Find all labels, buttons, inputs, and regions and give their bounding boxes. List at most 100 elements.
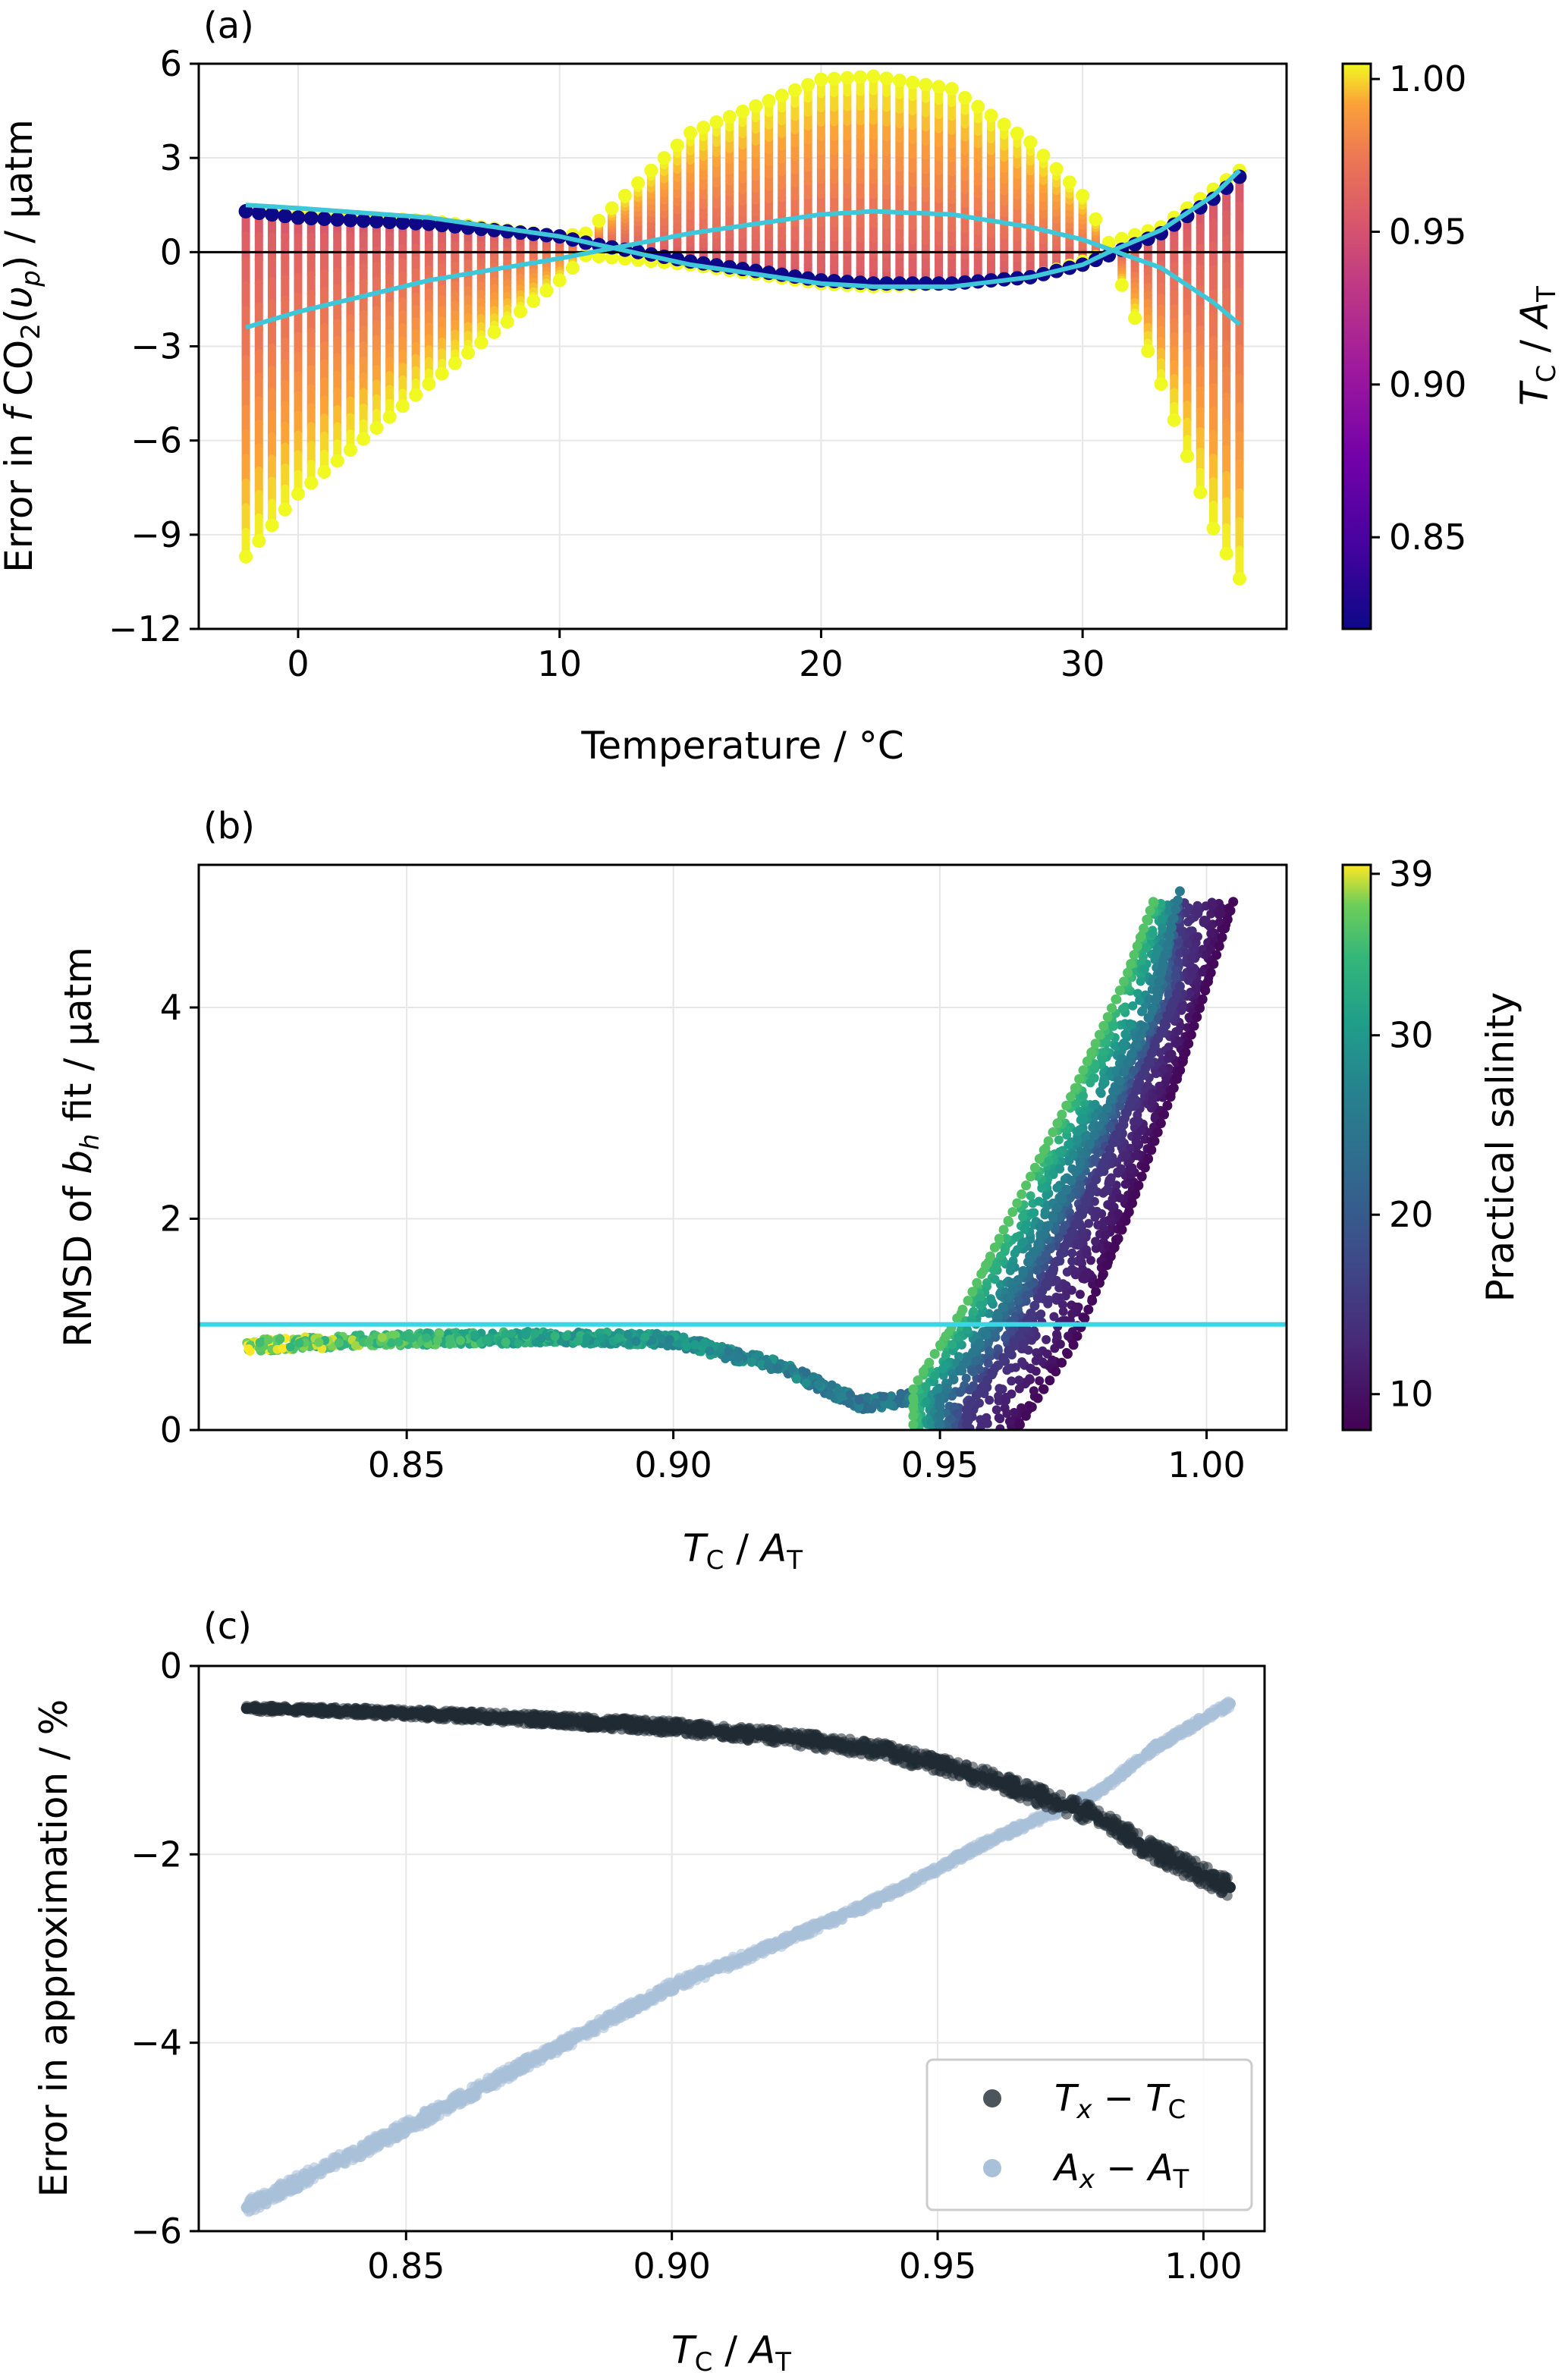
panel-b-point xyxy=(421,1333,431,1343)
panel-b-point xyxy=(1098,1047,1108,1057)
panel-b-point xyxy=(1001,1234,1011,1243)
panel-b-point xyxy=(614,1333,624,1343)
panel-b-point xyxy=(350,1341,360,1350)
panel-b-point xyxy=(1055,1164,1065,1174)
panel-b-point xyxy=(746,1357,756,1367)
panel-a-strip-end-point xyxy=(1206,521,1221,536)
panel-b-point xyxy=(278,1344,288,1353)
panel-b-point xyxy=(897,1391,907,1400)
panel-b-point xyxy=(1177,1001,1187,1011)
panel-b-branch-point xyxy=(1012,1198,1023,1209)
panel-b-point xyxy=(582,1333,592,1342)
panel-b-point xyxy=(1078,1230,1087,1240)
panel-b-point xyxy=(1055,1293,1065,1303)
panel-b-point xyxy=(561,1331,571,1341)
panel-b-branch-point xyxy=(935,1340,945,1350)
panel-b-point xyxy=(1058,1300,1067,1309)
panel-b-branch-point xyxy=(989,1242,1000,1253)
panel-b-point xyxy=(1158,1064,1168,1074)
panel-b-point xyxy=(1088,1279,1098,1289)
panel-a-strip-end-point xyxy=(853,70,868,84)
panel-a-lower-fit-line xyxy=(245,209,1241,330)
panel-b-point xyxy=(432,1336,442,1345)
panel-b-point xyxy=(983,1338,993,1348)
panel-b-point xyxy=(985,1347,994,1356)
panel-b-point xyxy=(1055,1147,1065,1157)
panel-b-point xyxy=(1049,1312,1059,1322)
panel-a-strip-end-point xyxy=(395,399,410,413)
panel-b-point xyxy=(1091,1237,1101,1246)
panel-b-branch-point xyxy=(908,1410,919,1421)
panel-b-point xyxy=(886,1391,896,1400)
panel-b-branch-point xyxy=(913,1375,923,1386)
panel-a-strip-end-point xyxy=(1049,162,1064,176)
panel-b-point xyxy=(1135,995,1145,1005)
panel-a-strip-end-point xyxy=(461,346,476,360)
panel-a-strip-end-point xyxy=(1062,175,1076,190)
panel-a-y-tick-label: −9 xyxy=(130,514,182,555)
panel-a-dark-dot xyxy=(382,215,397,230)
panel-a-x-tick-label: 0 xyxy=(287,643,309,684)
panel-a-strip-end-point xyxy=(827,71,841,86)
panel-b-point xyxy=(1108,1194,1117,1204)
panel-b-point xyxy=(1155,1086,1165,1095)
panel-b-point xyxy=(1026,1191,1035,1201)
panel-a-x-ticks: 0 10 20 30 xyxy=(287,629,1105,684)
panel-b-point xyxy=(1167,1051,1177,1061)
panel-a-strip-end-point xyxy=(801,77,815,92)
panel-b-point xyxy=(640,1332,650,1342)
panel-b-point xyxy=(1042,1190,1051,1200)
panel-b-point xyxy=(932,1385,941,1395)
panel-b-point xyxy=(1007,1261,1017,1271)
panel-b-point xyxy=(1046,1243,1056,1253)
panel-a-colorbar-tick-label: 0.90 xyxy=(1389,364,1466,405)
panel-b-point xyxy=(665,1334,674,1344)
panel-b-point xyxy=(801,1368,811,1378)
panel-b-point xyxy=(1108,1021,1118,1031)
panel-b-branch-point xyxy=(1094,1029,1105,1040)
panel-b-point xyxy=(1175,948,1184,958)
panel-b-point xyxy=(1131,1151,1141,1161)
panel-b-point xyxy=(938,1371,948,1380)
panel-b-point xyxy=(863,1393,872,1403)
panel-b-point xyxy=(456,1336,465,1346)
panel-b-point xyxy=(1084,1218,1094,1228)
panel-a-label: (a) xyxy=(203,5,254,47)
panel-a-strip-end-point xyxy=(1141,344,1155,358)
panel-b-point xyxy=(1193,932,1202,941)
panel-b-point xyxy=(836,1392,846,1402)
panel-b-point xyxy=(1183,976,1193,985)
panel-b-point xyxy=(1011,1232,1021,1242)
panel-b-point xyxy=(1076,1180,1086,1190)
panel-b-point xyxy=(986,1294,996,1303)
panel-b-point xyxy=(1082,1249,1092,1259)
panel-b-point xyxy=(1105,1215,1114,1224)
panel-a-strip-end-point xyxy=(1193,485,1208,499)
panel-a-strip-end-point xyxy=(892,74,907,88)
panel-b-branch-point xyxy=(963,1296,973,1306)
panel-b-point xyxy=(682,1342,692,1352)
panel-b-point xyxy=(983,1359,993,1368)
panel-b-point xyxy=(1115,1193,1125,1203)
panel-b-branch-point xyxy=(908,1393,919,1403)
panel-b-point xyxy=(1191,983,1201,993)
panel-b-point xyxy=(573,1336,583,1346)
panel-b-point xyxy=(1088,1073,1098,1083)
panel-b-point xyxy=(724,1346,734,1356)
panel-a-strip-end-point xyxy=(357,432,371,446)
panel-a-strip-end-point xyxy=(944,82,959,96)
panel-b-point xyxy=(1157,914,1167,924)
panel-b-point xyxy=(501,1337,511,1347)
panel-a-strip-end-point xyxy=(448,356,462,370)
panel-a-strips xyxy=(239,69,1246,586)
panel-b-point xyxy=(1064,1331,1073,1341)
panel-b-point xyxy=(1004,1416,1014,1426)
panel-a-strip-end-point xyxy=(291,487,305,501)
panel-b-point xyxy=(827,1380,837,1390)
panel-b-point xyxy=(1216,909,1226,919)
panel-a-x-tick-label: 10 xyxy=(537,643,582,684)
panel-a-strip-end-point xyxy=(1128,311,1142,325)
panel-b-point xyxy=(1117,1040,1127,1050)
panel-b-branch-point xyxy=(976,1268,987,1279)
panel-b-branch-point xyxy=(1043,1136,1054,1146)
